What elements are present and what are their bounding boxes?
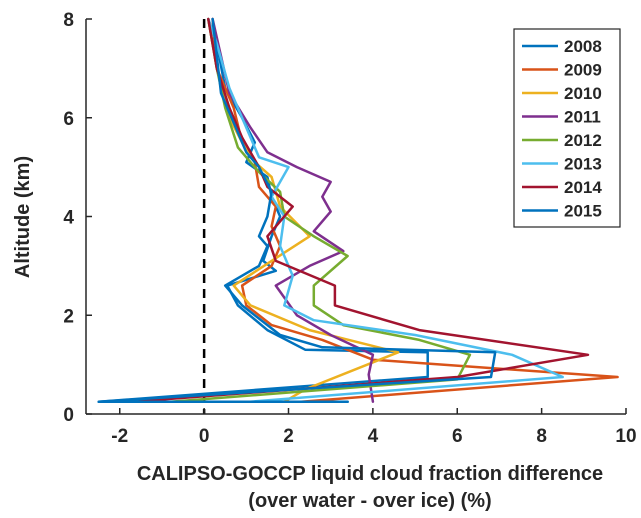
series-line-2013: [207, 17, 564, 403]
x-axis-title-line1: CALIPSO-GOCCP liquid cloud fraction diff…: [137, 463, 603, 485]
x-tick-label: 8: [536, 426, 547, 447]
x-tick-label: -2: [111, 426, 128, 447]
legend-box: [513, 28, 621, 228]
y-tick-label: 2: [63, 306, 74, 327]
y-tick-label: 4: [63, 208, 74, 229]
y-tick-label: 6: [63, 109, 74, 130]
series-line-2010: [207, 17, 400, 403]
x-tick-label: 2: [283, 426, 294, 447]
legend-label-2012: 2012: [564, 131, 602, 150]
legend-label-2010: 2010: [564, 84, 602, 103]
x-tick-label: 10: [615, 426, 636, 447]
legend-label-2009: 2009: [564, 61, 602, 80]
y-axis-title: Altitude (km): [12, 156, 34, 278]
x-tick-label: 4: [368, 426, 379, 447]
legend: 2008 2009 2010 2011 2012 2013 2014 2015: [513, 28, 621, 228]
y-tick-label: 8: [63, 10, 74, 31]
x-tick-label: 0: [199, 426, 210, 447]
x-tick-label: 6: [452, 426, 463, 447]
series-line-2014: [131, 17, 590, 403]
x-axis-title-line2: (over water - over ice) (%): [248, 490, 491, 512]
legend-label-2008: 2008: [564, 37, 602, 56]
series-line-2012: [169, 17, 472, 403]
legend-label-2011: 2011: [564, 108, 601, 127]
legend-label-2015: 2015: [564, 202, 602, 221]
series-line-2015: [97, 17, 497, 403]
series-line-2011: [211, 17, 375, 403]
data-lines: [97, 17, 619, 403]
legend-label-2013: 2013: [564, 155, 602, 174]
ticks: -2 0 2 4 6 8 10 0 2 4 6 8: [63, 10, 636, 447]
y-tick-label: 0: [63, 405, 74, 426]
legend-label-2014: 2014: [564, 178, 602, 197]
